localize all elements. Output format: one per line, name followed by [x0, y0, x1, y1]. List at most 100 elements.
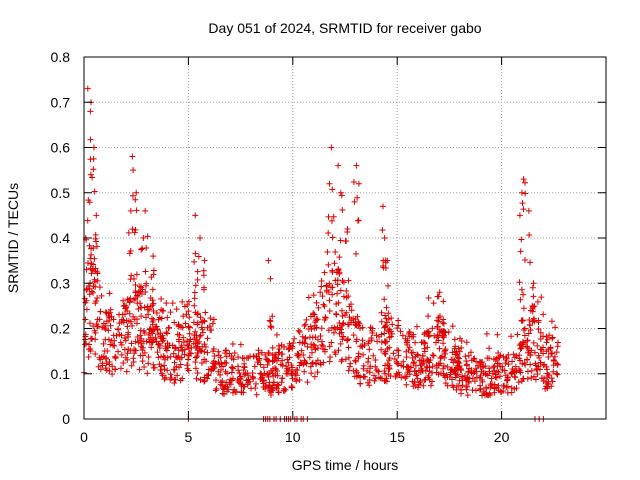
data-point — [321, 316, 328, 323]
data-point — [548, 318, 555, 325]
y-tick-label: 0 — [62, 411, 70, 427]
data-point — [488, 375, 495, 382]
data-point — [461, 372, 468, 379]
data-point — [145, 353, 152, 360]
data-point — [164, 314, 171, 321]
data-point — [237, 341, 244, 348]
data-point — [324, 248, 331, 255]
data-point — [381, 235, 388, 241]
data-point — [477, 385, 484, 392]
data-point — [186, 349, 193, 356]
data-point — [372, 357, 379, 364]
data-point — [339, 336, 346, 343]
data-point — [410, 360, 417, 367]
data-point — [84, 285, 91, 292]
data-point — [411, 367, 418, 374]
data-point — [186, 330, 193, 337]
data-point — [264, 356, 271, 363]
data-point — [487, 384, 494, 391]
data-point — [463, 339, 470, 346]
data-point — [374, 338, 381, 345]
data-point — [286, 345, 293, 352]
data-point — [381, 367, 388, 374]
data-point — [544, 336, 551, 343]
data-point — [153, 323, 160, 330]
data-point — [554, 371, 561, 378]
data-point — [101, 347, 108, 354]
data-point — [152, 334, 159, 341]
data-point — [312, 346, 319, 353]
data-point — [314, 369, 321, 376]
data-point — [88, 260, 95, 267]
data-point — [135, 339, 142, 346]
data-point — [503, 355, 510, 362]
data-point — [250, 353, 257, 360]
data-point — [141, 364, 148, 371]
data-point — [194, 268, 201, 275]
data-point — [325, 327, 332, 334]
data-point — [194, 276, 201, 283]
data-point — [307, 363, 314, 370]
data-point — [90, 289, 97, 296]
data-point — [325, 230, 332, 237]
data-point — [158, 295, 165, 302]
data-point — [236, 369, 243, 376]
data-point — [118, 341, 125, 348]
data-point — [133, 320, 140, 327]
data-point — [331, 260, 338, 267]
data-point — [250, 375, 257, 382]
data-point — [520, 326, 527, 333]
data-point — [521, 332, 528, 339]
data-point — [201, 341, 208, 348]
data-point — [424, 344, 431, 351]
data-point — [192, 340, 199, 347]
data-point — [483, 330, 490, 337]
data-point — [421, 345, 428, 352]
data-point — [91, 188, 98, 195]
data-point — [148, 315, 155, 322]
data-point — [211, 352, 218, 359]
data-point — [130, 167, 137, 174]
data-point — [331, 324, 338, 331]
data-point — [402, 335, 409, 342]
data-point — [313, 299, 320, 306]
data-point — [421, 339, 428, 346]
data-point — [142, 288, 149, 295]
data-point — [196, 338, 203, 345]
data-point — [181, 303, 188, 310]
data-point — [435, 293, 442, 300]
data-point — [92, 351, 99, 358]
data-point — [518, 236, 525, 243]
data-point — [156, 314, 163, 321]
data-point — [238, 389, 245, 396]
data-point — [440, 334, 447, 341]
data-point — [446, 373, 453, 380]
data-point — [355, 350, 362, 357]
data-point — [456, 355, 463, 362]
data-point — [268, 391, 275, 398]
data-point — [519, 318, 526, 325]
data-point — [309, 349, 316, 356]
data-point — [298, 347, 305, 354]
data-point — [215, 358, 222, 365]
data-point — [274, 368, 281, 375]
data-point — [262, 352, 269, 359]
data-point — [549, 350, 556, 357]
data-point — [194, 353, 201, 360]
data-point — [395, 322, 402, 329]
data-point — [541, 361, 548, 368]
data-point — [398, 374, 405, 381]
data-point — [201, 348, 208, 355]
data-point — [130, 313, 137, 320]
data-point — [534, 298, 541, 305]
data-point — [129, 226, 136, 233]
data-point — [325, 261, 332, 268]
data-point — [136, 366, 143, 373]
data-point — [452, 374, 459, 381]
data-point — [164, 367, 171, 374]
data-point — [520, 339, 527, 346]
data-point — [459, 377, 466, 384]
data-point — [357, 380, 364, 387]
data-point — [204, 335, 211, 342]
data-point — [509, 358, 516, 365]
